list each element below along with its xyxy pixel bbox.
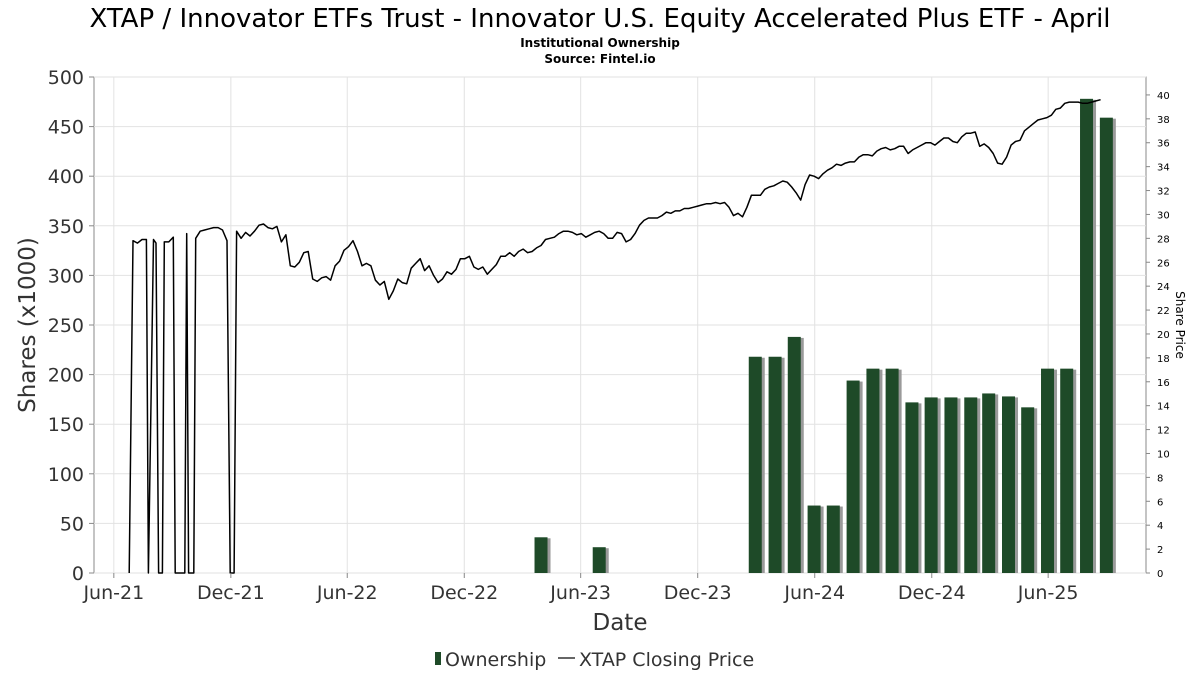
y-tick-label: 150 xyxy=(48,414,84,436)
legend-ownership-label: Ownership xyxy=(445,649,546,671)
price-line xyxy=(128,98,1101,574)
y2-tick-label: 0 xyxy=(1157,569,1163,580)
y-tick-label: 400 xyxy=(48,166,84,188)
y2-tick-label: 38 xyxy=(1157,115,1170,126)
y2-tick-label: 20 xyxy=(1157,330,1170,341)
ownership-bar xyxy=(885,368,899,573)
ownership-bar xyxy=(924,397,938,573)
y2-tick-label: 18 xyxy=(1157,354,1170,365)
y2-tick-label: 2 xyxy=(1157,545,1163,556)
y-tick-label: 500 xyxy=(48,67,84,89)
y-axis-label: Shares (x1000) xyxy=(15,237,41,413)
y2-tick-label: 34 xyxy=(1157,163,1170,174)
y-tick-label: 350 xyxy=(48,216,84,238)
x-axis-label: Date xyxy=(593,610,648,636)
y2-tick-label: 24 xyxy=(1157,282,1170,293)
y-tick-label: 450 xyxy=(48,117,84,139)
y2-tick-label: 14 xyxy=(1157,402,1170,413)
y2-tick-label: 30 xyxy=(1157,210,1170,221)
ownership-bar xyxy=(1080,98,1094,573)
x-tick-label: Jun-21 xyxy=(82,582,144,604)
y-tick-label: 0 xyxy=(72,563,84,585)
y2-axis-label: Share Price xyxy=(1173,291,1187,359)
x-tick-label: Jun-23 xyxy=(549,582,611,604)
x-tick-label: Dec-21 xyxy=(197,582,265,604)
ownership-bar xyxy=(905,402,919,573)
ownership-bar xyxy=(964,397,978,573)
ownership-bar xyxy=(787,336,801,573)
y-tick-label: 100 xyxy=(48,464,84,486)
y-tick-label: 50 xyxy=(60,513,84,535)
ownership-bar xyxy=(768,356,782,573)
y2-tick-label: 6 xyxy=(1157,497,1163,508)
chart-title: XTAP / Innovator ETFs Trust - Innovator … xyxy=(89,4,1110,34)
y2-tick-label: 26 xyxy=(1157,258,1170,269)
ownership-bar xyxy=(1021,407,1035,573)
legend-ownership-swatch xyxy=(435,652,441,665)
chart-subtitle: Institutional Ownership xyxy=(520,36,680,50)
y2-tick-label: 8 xyxy=(1157,473,1163,484)
ownership-bar xyxy=(807,505,821,573)
y-tick-label: 250 xyxy=(48,315,84,337)
y2-tick-label: 28 xyxy=(1157,234,1170,245)
y-axis-ticks: 0 50 100 150 200 250 300 350 400 450 500 xyxy=(48,67,94,585)
ownership-bars xyxy=(534,98,1116,573)
y-tick-label: 200 xyxy=(48,365,84,387)
y-tick-label: 300 xyxy=(48,265,84,287)
x-tick-label: Dec-22 xyxy=(430,582,498,604)
ownership-bar xyxy=(748,356,762,573)
legend: Ownership XTAP Closing Price xyxy=(435,649,754,671)
ownership-bar xyxy=(1041,368,1055,573)
legend-price-label: XTAP Closing Price xyxy=(579,649,754,671)
y2-tick-label: 16 xyxy=(1157,378,1170,389)
ownership-bar xyxy=(944,397,958,573)
ownership-bar xyxy=(1002,396,1016,573)
ownership-bar xyxy=(982,393,996,573)
ownership-bar xyxy=(1060,368,1074,573)
ownership-bar xyxy=(534,537,548,573)
y2-tick-label: 4 xyxy=(1157,521,1163,532)
x-tick-label: Jun-22 xyxy=(316,582,378,604)
y2-tick-label: 40 xyxy=(1157,91,1170,102)
ownership-bar xyxy=(866,368,880,573)
x-tick-label: Jun-25 xyxy=(1017,582,1079,604)
ownership-bar xyxy=(1099,117,1113,573)
ownership-bar xyxy=(592,547,606,573)
chart-source: Source: Fintel.io xyxy=(544,52,655,66)
x-tick-label: Dec-23 xyxy=(664,582,732,604)
x-tick-label: Jun-24 xyxy=(783,582,845,604)
y2-tick-label: 12 xyxy=(1157,426,1170,437)
x-tick-label: Dec-24 xyxy=(898,582,966,604)
ownership-bar xyxy=(826,505,840,573)
y2-tick-label: 36 xyxy=(1157,139,1170,150)
y2-tick-label: 10 xyxy=(1157,449,1170,460)
ownership-bar xyxy=(846,380,860,573)
y2-tick-label: 22 xyxy=(1157,306,1170,317)
y2-tick-label: 32 xyxy=(1157,187,1170,198)
price-series-line xyxy=(128,98,1101,574)
x-axis-ticks: Jun-21 Dec-21 Jun-22 Dec-22 Jun-23 Dec-23 Jun-… xyxy=(82,573,1079,604)
